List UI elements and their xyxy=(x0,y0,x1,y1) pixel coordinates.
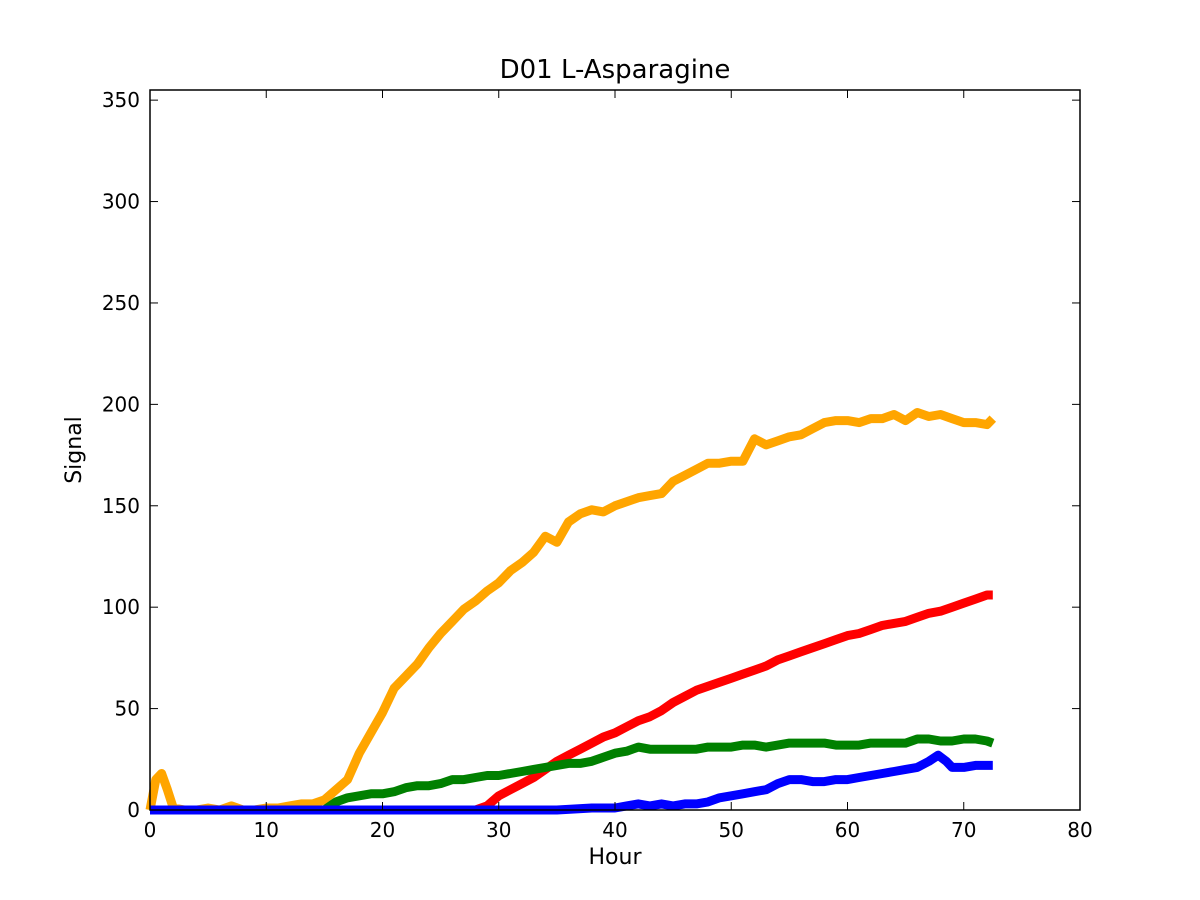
y-tick-label: 150 xyxy=(102,494,140,518)
y-tick-label: 300 xyxy=(102,190,140,214)
x-tick-label: 50 xyxy=(719,818,744,842)
x-axis-title: Hour xyxy=(589,845,643,870)
series-line-2 xyxy=(150,734,995,815)
x-tick-label: 10 xyxy=(254,818,279,842)
x-tick-label: 20 xyxy=(370,818,395,842)
y-axis-title: Signal xyxy=(62,416,87,484)
y-tick-label: 200 xyxy=(102,392,140,416)
x-tick-label: 0 xyxy=(144,818,157,842)
x-tick-label: 80 xyxy=(1067,818,1092,842)
x-tick-label: 30 xyxy=(486,818,511,842)
x-tick-label: 60 xyxy=(835,818,860,842)
y-tick-label: 50 xyxy=(115,697,140,721)
x-tick-label: 70 xyxy=(951,818,976,842)
y-tick-label: 250 xyxy=(102,291,140,315)
y-tick-label: 350 xyxy=(102,88,140,112)
series-line-3 xyxy=(150,750,993,815)
x-tick-label: 40 xyxy=(602,818,627,842)
axis-ticks: 0 10 20 30 40 50 60 70 80 0 50 100 150 200 250 300 350 xyxy=(102,88,1093,842)
series-lines xyxy=(145,408,997,815)
y-tick-label: 0 xyxy=(127,798,140,822)
y-tick-label: 100 xyxy=(102,595,140,619)
series-line-1 xyxy=(150,590,993,815)
chart-title: D01 L-Asparagine xyxy=(500,55,731,85)
